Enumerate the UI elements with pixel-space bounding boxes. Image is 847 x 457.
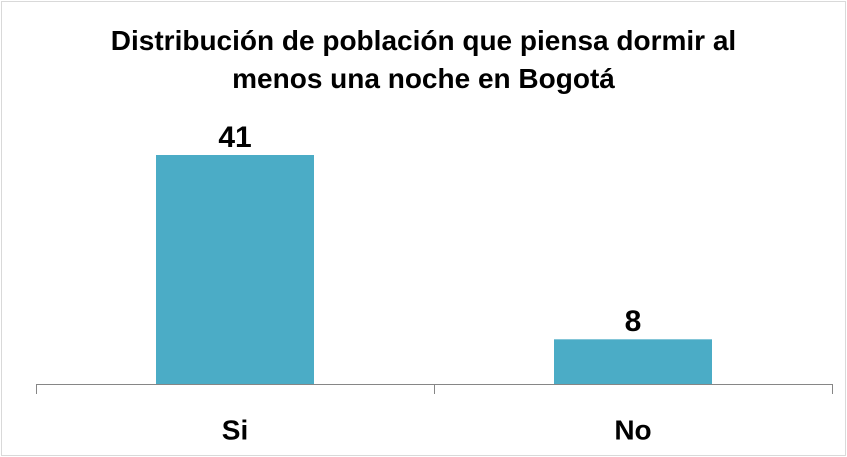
value-label: 8 <box>625 305 642 338</box>
bar <box>554 339 712 384</box>
chart-title: Distribución de población que piensa dor… <box>110 25 737 94</box>
x-tick-label: No <box>614 414 651 445</box>
x-tick-label: Si <box>222 414 248 445</box>
value-label: 41 <box>218 121 251 154</box>
bar <box>156 155 314 384</box>
